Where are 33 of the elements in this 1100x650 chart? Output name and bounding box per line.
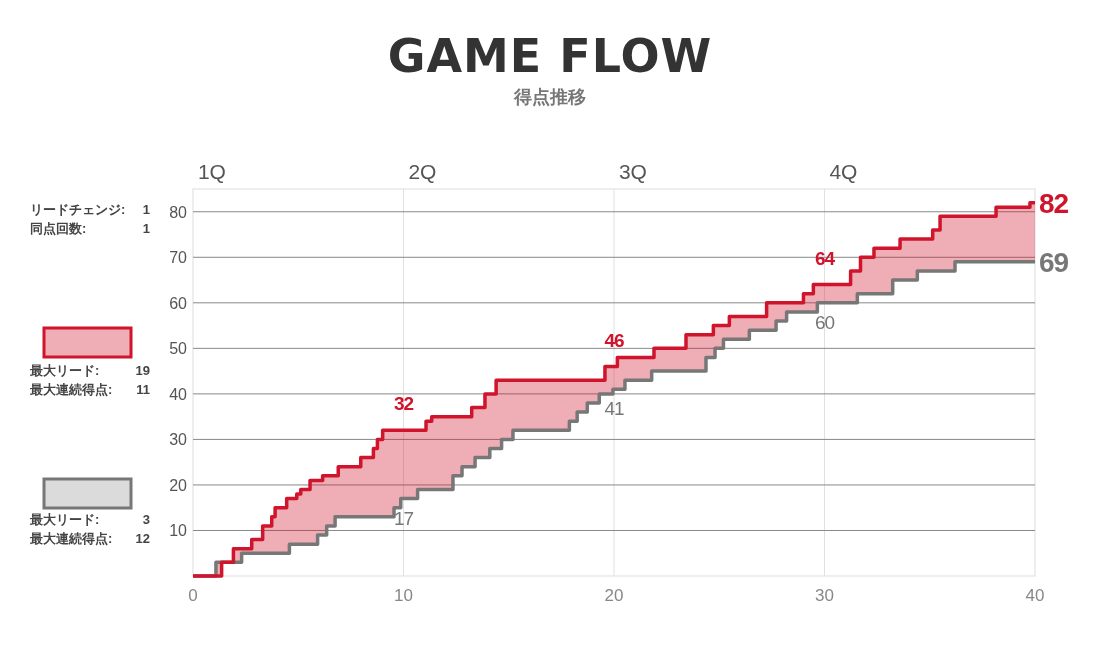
text: 2Q	[408, 160, 437, 183]
y-tick-label: 60	[169, 294, 188, 312]
annotation: 32	[393, 393, 414, 415]
x-tick-label: 30	[815, 586, 834, 605]
text: 同点回数: 1	[30, 221, 150, 236]
x-tick-label: 10	[394, 586, 413, 605]
text: 最大連続得点: 12	[30, 531, 150, 546]
annotation: 41	[604, 398, 624, 420]
annotation: 69	[1039, 246, 1069, 278]
x-tick-label: 0	[188, 586, 198, 605]
y-tick-label: 20	[169, 476, 188, 494]
x-tick-label: 40	[1025, 586, 1045, 605]
y-tick-label: 30	[169, 431, 188, 449]
annotation: 17	[393, 507, 414, 529]
y-tick-label: 80	[169, 203, 188, 221]
y-tick-label: 40	[169, 385, 188, 403]
chart-title: GAME FLOW	[387, 29, 713, 83]
text: 4Q	[829, 160, 858, 183]
chart-subtitle: 得点推移	[513, 87, 586, 107]
annotation: 82	[1039, 187, 1069, 219]
y-tick-label: 70	[169, 249, 188, 267]
annotation: 46	[604, 329, 624, 351]
text: 3Q	[618, 160, 647, 183]
annotation: 64	[814, 247, 836, 269]
text: 1Q	[197, 160, 226, 183]
text: リードチェンジ: 1	[30, 202, 150, 217]
text: 最大連続得点: 11	[30, 382, 150, 397]
text: 最大リード: 3	[30, 512, 150, 527]
y-tick-label: 50	[169, 340, 188, 358]
annotation: 60	[814, 311, 835, 333]
text: 最大リード: 19	[30, 363, 150, 378]
x-tick-label: 20	[604, 586, 624, 605]
y-tick-label: 10	[169, 522, 188, 540]
